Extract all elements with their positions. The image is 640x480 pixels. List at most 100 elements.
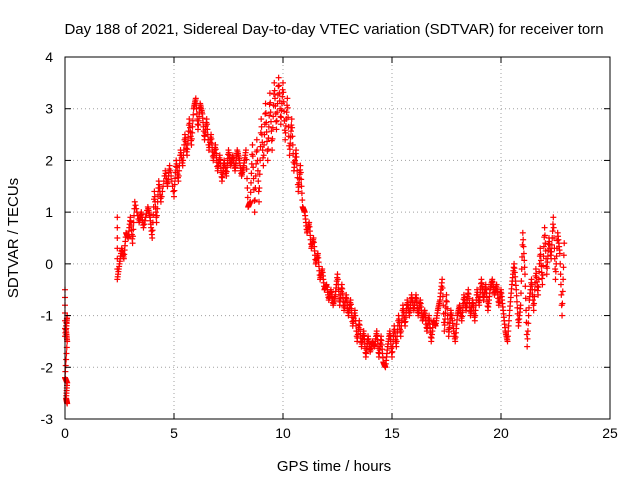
data-point xyxy=(132,202,139,209)
data-point xyxy=(151,193,158,200)
data-point xyxy=(280,89,287,96)
data-point xyxy=(258,116,265,123)
data-point xyxy=(271,79,278,86)
data-point xyxy=(289,133,296,140)
data-point xyxy=(275,83,282,90)
data-point xyxy=(471,317,478,324)
data-point xyxy=(505,328,512,335)
data-point xyxy=(441,328,448,335)
data-point xyxy=(158,193,165,200)
data-point xyxy=(166,162,173,169)
plot-frame xyxy=(64,56,611,420)
data-point xyxy=(297,169,304,176)
data-point xyxy=(352,312,359,319)
data-point xyxy=(517,302,524,309)
data-point xyxy=(542,240,549,247)
data-point xyxy=(261,141,268,148)
data-point xyxy=(298,190,305,197)
data-point xyxy=(334,271,341,278)
data-point xyxy=(513,298,520,305)
data-point xyxy=(278,114,285,121)
data-point xyxy=(114,235,121,241)
data-point xyxy=(504,338,511,345)
data-point xyxy=(258,123,265,130)
data-point xyxy=(251,197,258,204)
data-point xyxy=(289,124,296,131)
data-point xyxy=(171,181,178,188)
data-point xyxy=(184,146,191,153)
data-point xyxy=(285,114,292,121)
data-point xyxy=(256,171,263,178)
data-point xyxy=(149,235,156,241)
data-point xyxy=(286,152,293,159)
data-point xyxy=(249,153,256,160)
data-point xyxy=(271,87,278,94)
data-point xyxy=(265,135,272,142)
data-point xyxy=(263,119,270,126)
y-tick-label: 4 xyxy=(45,49,53,65)
data-point xyxy=(393,338,400,345)
data-point xyxy=(157,198,164,205)
x-tick-label: 15 xyxy=(384,425,400,441)
data-point xyxy=(184,152,191,159)
data-point xyxy=(267,109,274,116)
data-point xyxy=(275,74,282,81)
data-point xyxy=(556,250,563,257)
data-point xyxy=(531,286,538,293)
data-point xyxy=(153,212,160,219)
x-axis-ticks: 0 5 10 15 20 25 xyxy=(61,57,618,441)
data-point xyxy=(550,224,557,231)
data-point xyxy=(289,141,296,148)
data-point xyxy=(537,245,544,252)
data-point xyxy=(539,275,546,282)
data-point xyxy=(171,187,178,194)
data-point xyxy=(548,241,555,248)
data-point xyxy=(543,271,550,278)
data-point xyxy=(272,95,279,102)
data-point xyxy=(250,164,257,171)
data-point xyxy=(297,162,304,169)
data-point xyxy=(188,135,195,142)
data-point xyxy=(548,248,555,255)
data-point xyxy=(294,167,301,174)
data-point xyxy=(443,297,450,304)
data-point xyxy=(149,227,156,234)
data-point xyxy=(154,205,161,212)
data-point xyxy=(513,292,520,299)
data-point xyxy=(168,172,175,179)
data-point xyxy=(260,152,267,159)
data-point xyxy=(253,136,260,143)
data-point xyxy=(560,252,567,259)
data-point xyxy=(129,240,136,247)
y-tick-label: -1 xyxy=(41,308,54,324)
data-point xyxy=(553,253,560,260)
data-point xyxy=(293,153,300,160)
data-point xyxy=(270,91,277,98)
data-point xyxy=(552,276,559,283)
data-point xyxy=(253,160,260,167)
data-point xyxy=(159,188,166,195)
data-point xyxy=(504,333,511,340)
data-point xyxy=(141,217,148,224)
data-point xyxy=(389,348,396,355)
data-point xyxy=(521,264,528,271)
data-point xyxy=(114,224,121,231)
data-point xyxy=(559,288,566,295)
data-point xyxy=(269,147,276,154)
data-point xyxy=(265,146,272,153)
data-point xyxy=(171,193,177,200)
data-point xyxy=(529,297,536,304)
data-point xyxy=(130,226,137,233)
data-point xyxy=(273,117,280,124)
data-point xyxy=(539,281,546,288)
data-point xyxy=(351,307,358,314)
data-point xyxy=(114,214,121,221)
data-point xyxy=(552,268,559,275)
data-point xyxy=(273,118,280,125)
data-point xyxy=(441,322,448,329)
data-point xyxy=(519,253,526,260)
data-point xyxy=(535,284,542,291)
data-point xyxy=(282,129,289,136)
y-tick-label: 0 xyxy=(45,256,53,272)
